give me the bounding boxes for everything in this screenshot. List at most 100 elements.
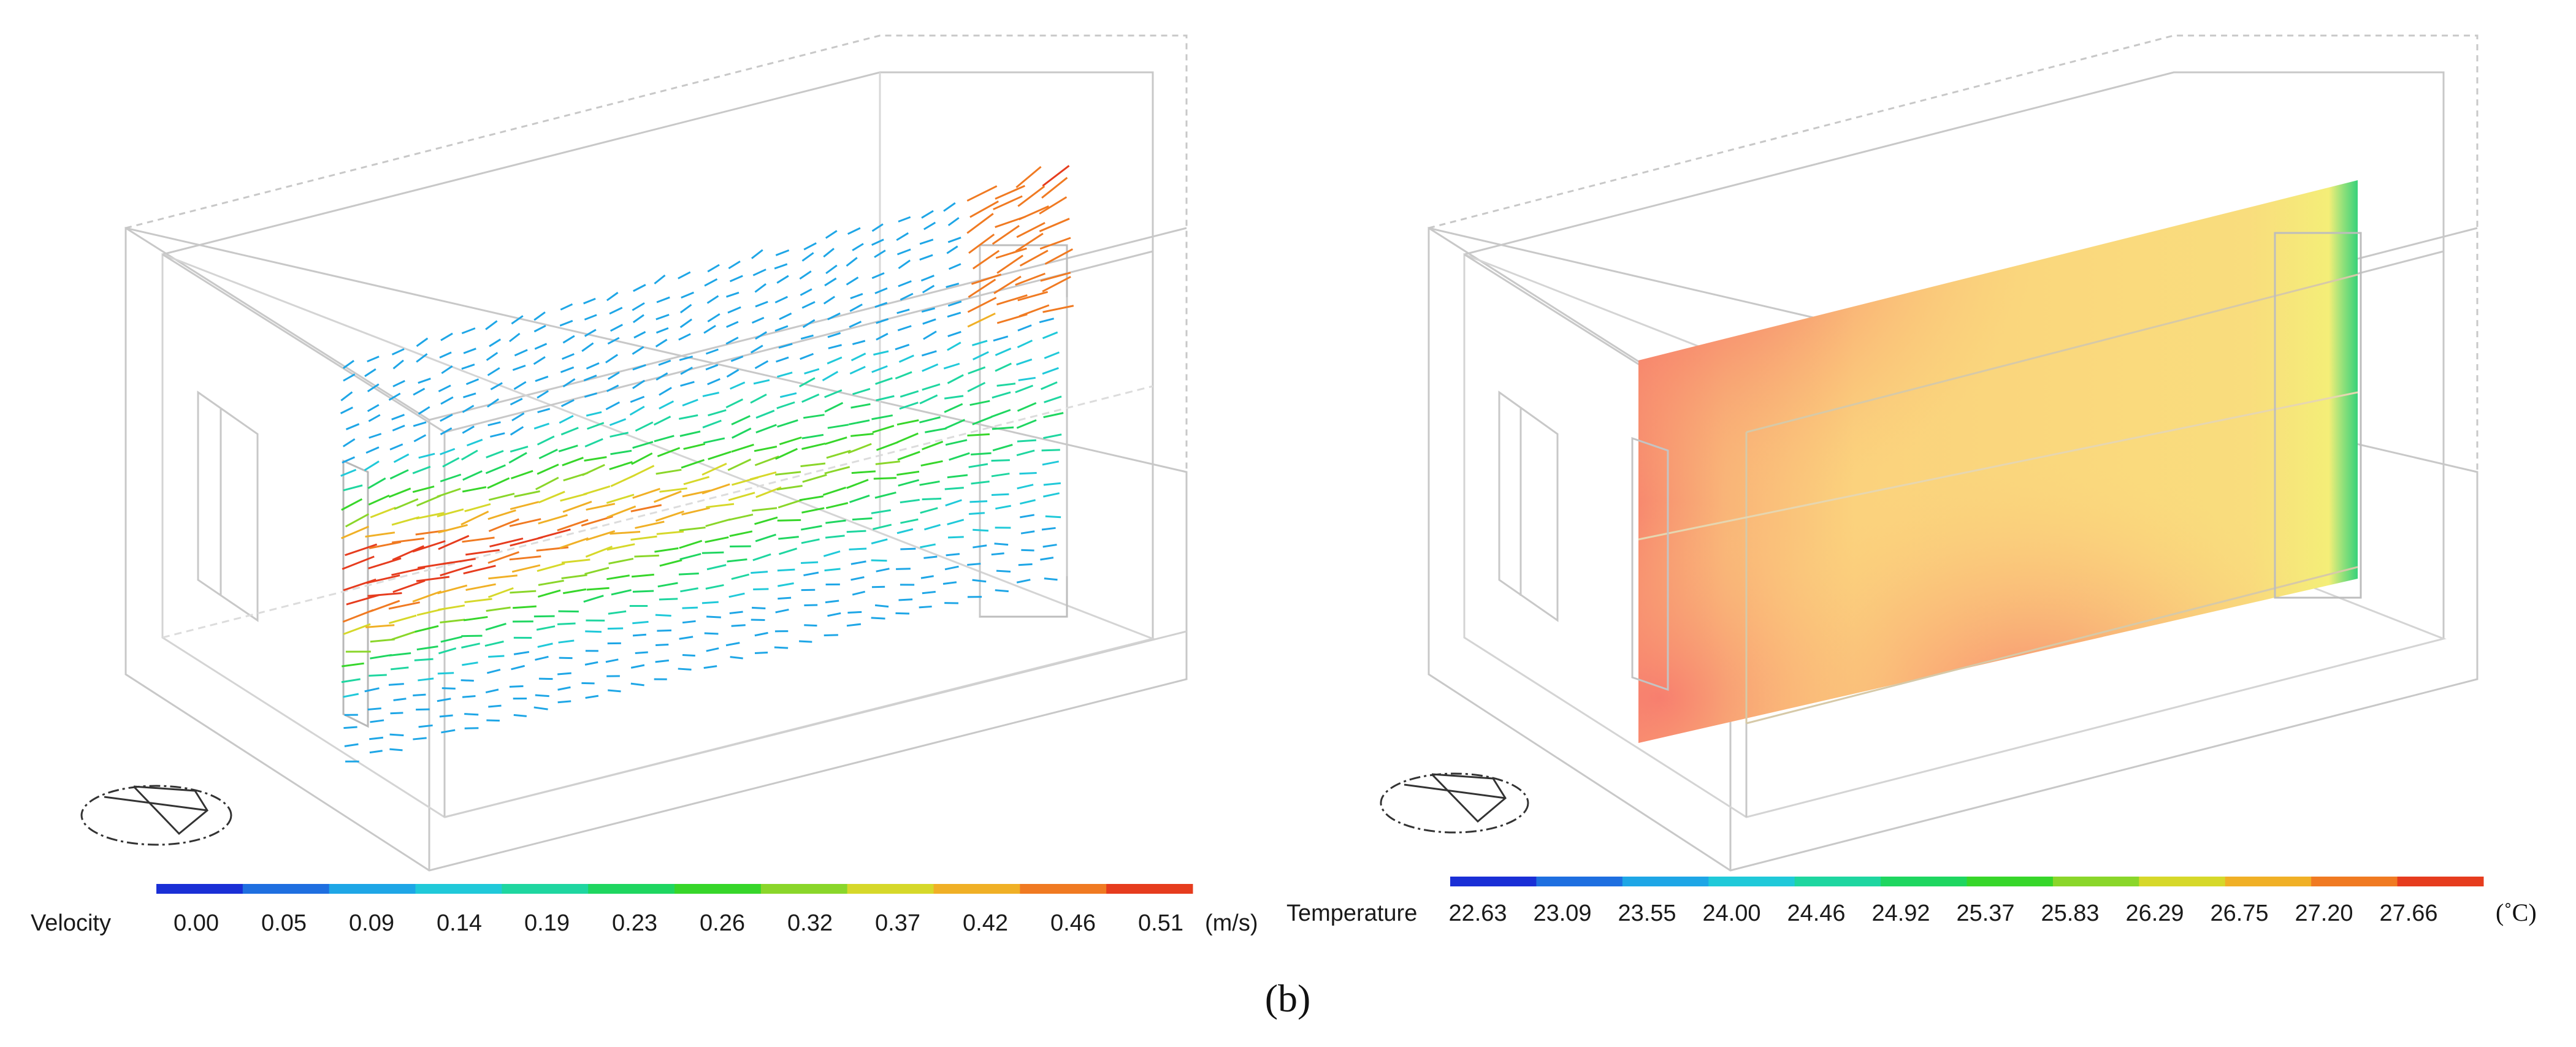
velocity-arrow — [562, 457, 584, 466]
velocity-arrow — [828, 344, 842, 349]
velocity-arrow — [873, 350, 889, 356]
velocity-arrow — [846, 479, 869, 489]
velocity-arrow — [560, 427, 579, 436]
velocity-arrow — [389, 614, 417, 625]
velocity-arrow — [1017, 402, 1037, 412]
velocity-arrow — [390, 712, 403, 715]
velocity-arrow — [657, 447, 681, 457]
velocity-arrow — [679, 539, 703, 549]
velocity-arrow — [968, 366, 986, 375]
velocity-arrow — [919, 394, 938, 405]
velocity-arrow — [707, 378, 720, 386]
velocity-arrow — [585, 630, 602, 633]
velocity-arrow — [634, 554, 659, 558]
velocity-arrow — [967, 297, 997, 313]
temperature-legend-color-swatch — [2139, 877, 2226, 886]
temperature-legend-color-swatch — [1794, 877, 1881, 886]
velocity-arrow — [632, 302, 645, 311]
velocity-arrow — [706, 647, 719, 652]
velocity-arrow — [707, 313, 720, 322]
velocity-arrow — [779, 436, 802, 446]
velocity-arrow — [340, 406, 353, 414]
velocity-arrow — [559, 319, 573, 327]
temperature-legend-unit: (˚C) — [2496, 899, 2537, 926]
velocity-arrow — [1039, 218, 1070, 232]
velocity-arrow — [944, 403, 963, 413]
velocity-arrow — [922, 497, 942, 501]
velocity-arrow — [463, 348, 476, 354]
velocity-arrow — [366, 574, 400, 584]
velocity-arrow — [754, 283, 766, 293]
velocity-arrow — [921, 307, 936, 313]
velocity-arrow — [1042, 367, 1059, 375]
velocity-arrow — [1018, 376, 1036, 381]
velocity-arrow — [755, 424, 777, 433]
velocity-arrow — [367, 404, 380, 413]
velocity-arrow — [586, 587, 610, 591]
velocity-arrow — [488, 518, 519, 533]
velocity-arrow — [391, 348, 405, 356]
velocity-arrow — [874, 604, 889, 608]
velocity-arrow — [751, 249, 763, 259]
velocity-arrow — [343, 726, 357, 729]
velocity-arrow — [584, 392, 597, 398]
velocity-arrow — [562, 353, 575, 360]
velocity-arrow — [871, 272, 885, 280]
velocity-arrow — [586, 503, 616, 511]
velocity-arrow — [993, 275, 1022, 294]
velocity-legend-color-swatch — [675, 884, 762, 894]
velocity-arrow — [872, 425, 895, 433]
velocity-arrow — [389, 748, 403, 752]
velocity-arrow — [606, 493, 635, 504]
velocity-arrow — [876, 568, 890, 573]
velocity-arrow — [606, 505, 636, 519]
velocity-arrow — [368, 557, 402, 569]
velocity-arrow — [462, 536, 495, 543]
velocity-arrow — [369, 750, 383, 754]
velocity-arrow — [392, 579, 426, 593]
velocity-arrow — [657, 629, 672, 632]
velocity-legend-tick-label: 0.37 — [875, 910, 920, 936]
velocity-arrow — [413, 434, 427, 443]
velocity-arrow — [993, 335, 1009, 342]
velocity-arrow — [825, 502, 849, 509]
velocity-arrow — [466, 438, 483, 447]
velocity-arrow — [922, 318, 936, 325]
velocity-arrow — [800, 334, 814, 340]
velocity-arrow — [1039, 237, 1071, 250]
velocity-arrow — [439, 351, 452, 359]
velocity-arrow — [732, 427, 752, 439]
velocity-arrow — [799, 270, 812, 280]
velocity-arrow — [558, 444, 578, 452]
temperature-legend-tick-label: 24.92 — [1871, 900, 1930, 926]
velocity-arrow — [775, 608, 789, 614]
velocity-arrow — [562, 500, 592, 513]
velocity-arrow — [971, 480, 990, 485]
velocity-arrow — [827, 312, 841, 321]
velocity-arrow — [513, 381, 527, 390]
velocity-arrow — [1039, 318, 1055, 324]
velocity-arrow — [895, 343, 910, 351]
velocity-arrow — [659, 400, 675, 409]
velocity-arrow — [801, 252, 814, 262]
temperature-legend-color-swatch — [1450, 877, 1537, 886]
velocity-arrow — [439, 714, 453, 718]
velocity-arrow — [750, 394, 767, 404]
velocity-arrow — [632, 314, 644, 324]
velocity-arrow — [418, 677, 434, 682]
velocity-arrow — [412, 540, 446, 553]
velocity-arrow — [798, 377, 816, 387]
velocity-arrow — [749, 471, 777, 481]
velocity-arrow — [946, 283, 960, 288]
velocity-arrow — [848, 419, 870, 425]
velocity-arrow — [850, 293, 863, 300]
velocity-arrow — [871, 509, 891, 514]
velocity-arrow — [706, 564, 727, 571]
velocity-arrow — [922, 590, 936, 595]
velocity-arrow — [341, 525, 370, 539]
velocity-arrow — [388, 683, 404, 686]
velocity-arrow — [490, 432, 505, 438]
velocity-legend-tick-label: 0.09 — [349, 910, 394, 936]
velocity-arrow — [825, 230, 838, 239]
velocity-arrow — [394, 498, 419, 510]
